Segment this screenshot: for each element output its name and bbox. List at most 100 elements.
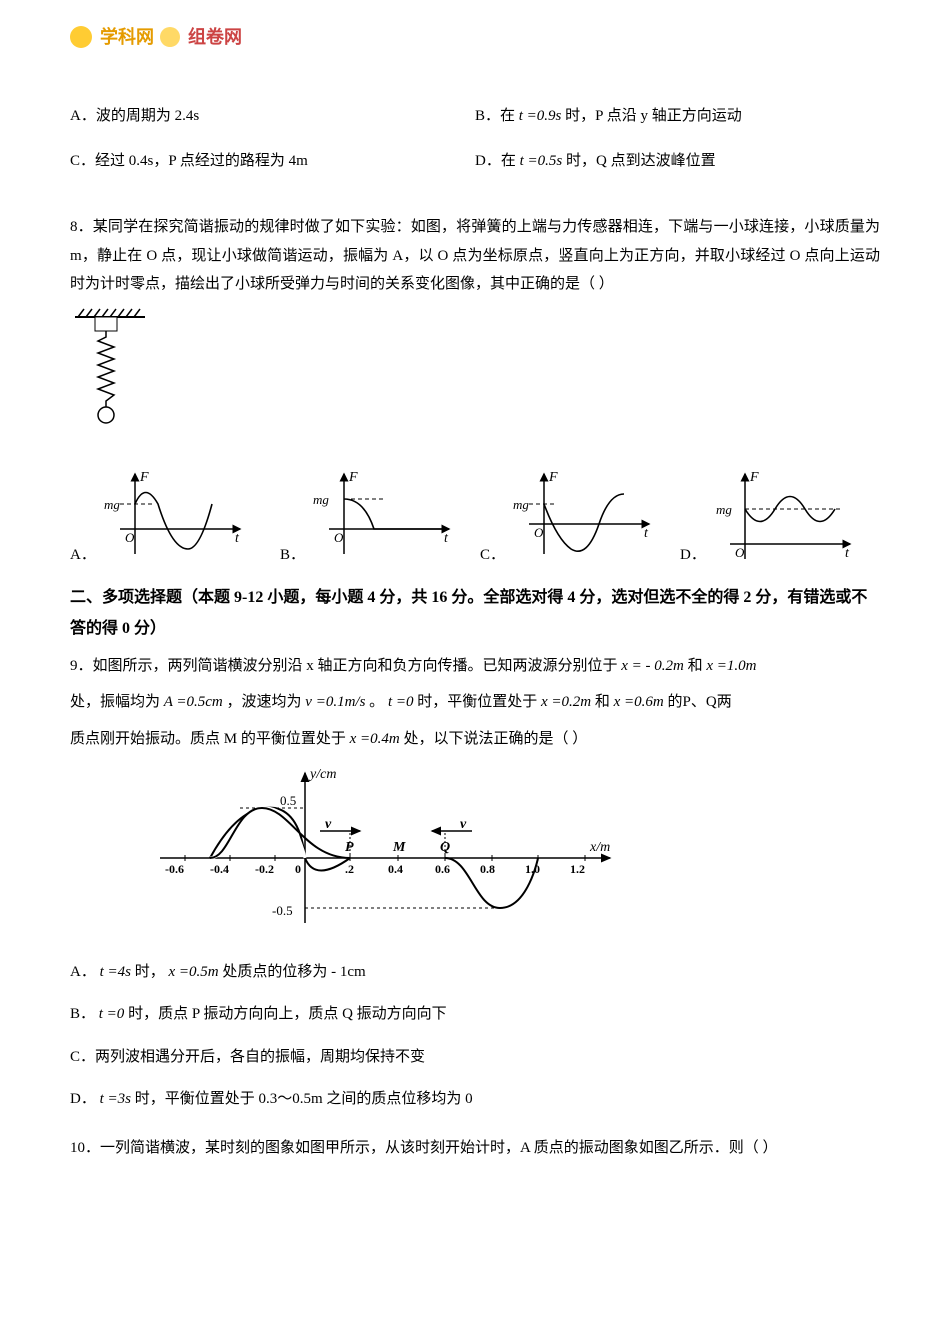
q9-p2e: 和 (595, 694, 610, 710)
q9-line2: 处，振幅均为 A =0.5cm ，波速均为 v =0.1m/s 。 t =0 时… (70, 688, 880, 717)
question-9: 9．如图所示，两列简谐横波分别沿 x 轴正方向和负方向传播。已知两波源分别位于 … (70, 652, 880, 681)
owl-icon (70, 26, 92, 48)
q9-line3: 质点刚开始振动。质点 M 的平衡位置处于 x =0.4m 处，以下说法正确的是（… (70, 725, 880, 754)
q9-option-d: D． t =3s 时，平衡位置处于 0.3～0.5m 之间的质点位移均为 0 (70, 1085, 880, 1114)
q9-option-c: C．两列波相遇分开后，各自的振幅，周期均保持不变 (70, 1043, 880, 1072)
q8-graph-b: B． F t O mg (280, 469, 480, 569)
q8-label-d: D． (680, 541, 706, 570)
q7-d-post: 时，Q 点到达波峰位置 (566, 153, 716, 169)
q8-graph-d: D． F t O mg (680, 469, 870, 569)
q9a-mid: 时， (135, 964, 165, 980)
q9-wave-svg: y/cm x/m 0.5 -0.5 -0.6 -0.4 -0.2 0 .2 0.… (150, 763, 630, 933)
q9d-post: 时，平衡位置处于 0.3～0.5m 之间的质点位移均为 0 (135, 1091, 473, 1107)
q8-label-c: C． (480, 541, 505, 570)
q9b-post: 时，质点 P 振动方向向上，质点 Q 振动方向向下 (128, 1006, 447, 1022)
q7-d-pre: D．在 (475, 153, 516, 169)
q9a-pre: A． (70, 964, 96, 980)
q7-b-pre: B．在 (475, 108, 515, 124)
svg-text:F: F (139, 470, 149, 485)
q9-p2b: ，波速均为 (227, 694, 302, 710)
svg-text:0.4: 0.4 (388, 862, 403, 876)
svg-text:t: t (845, 546, 850, 561)
q9-option-a: A． t =4s 时， x =0.5m 处质点的位移为 - 1cm (70, 958, 880, 987)
face-icon (160, 27, 180, 47)
q8-text: 8．某同学在探究简谐振动的规律时做了如下实验：如图，将弹簧的上端与力传感器相连，… (70, 219, 880, 292)
q9a-val: - 1cm (331, 964, 366, 980)
q9-x1: x =0.2m (541, 694, 591, 710)
q9d-t: t =3s (100, 1091, 131, 1107)
svg-text:-0.2: -0.2 (255, 862, 274, 876)
q8-spring-figure (70, 307, 880, 468)
q9-p2d: 时，平衡位置处于 (417, 694, 537, 710)
q9d-pre: D． (70, 1091, 96, 1107)
svg-text:mg: mg (313, 492, 329, 507)
q7-b-eq: t =0.9s (519, 108, 562, 124)
svg-text:.2: .2 (345, 862, 354, 876)
svg-text:0: 0 (295, 862, 301, 876)
q8-graph-c: C． F t O mg (480, 469, 680, 569)
spring-svg (70, 307, 160, 457)
q9-p1a: 9．如图所示，两列简谐横波分别沿 x 轴正方向和负方向传播。已知两波源分别位于 (70, 658, 618, 674)
q8-option-row: A． F t O mg B． F t O mg (70, 469, 880, 569)
svg-text:O: O (334, 530, 344, 545)
q9-p3b: 处，以下说法正确的是（ ） (403, 731, 587, 747)
q7-b-post: 时，P 点沿 y 轴正方向运动 (565, 108, 742, 124)
q9b-t: t =0 (99, 1006, 125, 1022)
svg-text:F: F (548, 470, 558, 485)
q7-option-a: A．波的周期为 2.4s (70, 94, 475, 139)
question-8: 8．某同学在探究简谐振动的规律时做了如下实验：如图，将弹簧的上端与力传感器相连，… (70, 213, 880, 299)
svg-text:1.2: 1.2 (570, 862, 585, 876)
q7-a-text: A．波的周期为 2.4s (70, 108, 199, 124)
q9-p1mid: 和 (688, 658, 703, 674)
q9-v: v =0.1m/s (305, 694, 365, 710)
svg-text:-0.6: -0.6 (165, 862, 184, 876)
logo-xuekewang: 学科网 (100, 20, 154, 54)
q9-eq1: x = - 0.2m (621, 658, 684, 674)
q7-option-b: B．在 t =0.9s 时，P 点沿 y 轴正方向运动 (475, 94, 880, 139)
q7-options: A．波的周期为 2.4s B．在 t =0.9s 时，P 点沿 y 轴正方向运动… (70, 94, 880, 183)
svg-text:F: F (348, 470, 358, 485)
svg-text:v: v (460, 817, 467, 832)
q10-text: 10．一列简谐横波，某时刻的图象如图甲所示，从该时刻开始计时，A 质点的振动图象… (70, 1140, 778, 1156)
svg-text:v: v (325, 817, 332, 832)
svg-text:y/cm: y/cm (308, 767, 336, 782)
q9-options: A． t =4s 时， x =0.5m 处质点的位移为 - 1cm B． t =… (70, 958, 880, 1114)
section-2-title: 二、多项选择题（本题 9-12 小题，每小题 4 分，共 16 分。全部选对得 … (70, 583, 880, 644)
svg-text:O: O (125, 530, 135, 545)
q8-label-b: B． (280, 541, 305, 570)
q9-p2c: 。 (369, 694, 384, 710)
q9-eq2: x =1.0m (706, 658, 756, 674)
q7-option-d: D．在 t =0.5s 时，Q 点到达波峰位置 (475, 139, 880, 184)
svg-text:0.8: 0.8 (480, 862, 495, 876)
q7-c-text: C．经过 0.4s，P 点经过的路程为 4m (70, 153, 308, 169)
q9c-text: C．两列波相遇分开后，各自的振幅，周期均保持不变 (70, 1049, 425, 1065)
q9-p2f: 的P、Q两 (668, 694, 732, 710)
svg-text:-0.4: -0.4 (210, 862, 229, 876)
svg-text:x/m: x/m (589, 840, 610, 855)
logo2-text: 组卷网 (188, 20, 242, 54)
svg-text:t: t (235, 531, 240, 546)
q9-option-b: B． t =0 时，质点 P 振动方向向上，质点 Q 振动方向向下 (70, 1000, 880, 1029)
svg-text:0.5: 0.5 (280, 793, 296, 808)
logo1-text: 学科网 (100, 20, 154, 54)
svg-text:mg: mg (513, 497, 529, 512)
q9-xm: x =0.4m (350, 731, 400, 747)
svg-text:O: O (534, 525, 544, 540)
q8-graph-a: A． F t O mg (70, 469, 280, 569)
q9a-t: t =4s (100, 964, 131, 980)
svg-text:0.6: 0.6 (435, 862, 450, 876)
svg-text:-0.5: -0.5 (272, 903, 293, 918)
svg-text:mg: mg (104, 497, 120, 512)
q9-x2: x =0.6m (614, 694, 664, 710)
q9-A: A =0.5cm (164, 694, 223, 710)
svg-text:mg: mg (716, 502, 732, 517)
q9-chart: y/cm x/m 0.5 -0.5 -0.6 -0.4 -0.2 0 .2 0.… (150, 763, 880, 944)
logo-bar: 学科网 组卷网 (70, 20, 880, 54)
q9b-pre: B． (70, 1006, 95, 1022)
question-10: 10．一列简谐横波，某时刻的图象如图甲所示，从该时刻开始计时，A 质点的振动图象… (70, 1134, 880, 1163)
q8-label-a: A． (70, 541, 96, 570)
q9-p3a: 质点刚开始振动。质点 M 的平衡位置处于 (70, 731, 346, 747)
svg-text:O: O (735, 545, 745, 560)
q9-p2a: 处，振幅均为 (70, 694, 160, 710)
svg-text:t: t (444, 531, 449, 546)
